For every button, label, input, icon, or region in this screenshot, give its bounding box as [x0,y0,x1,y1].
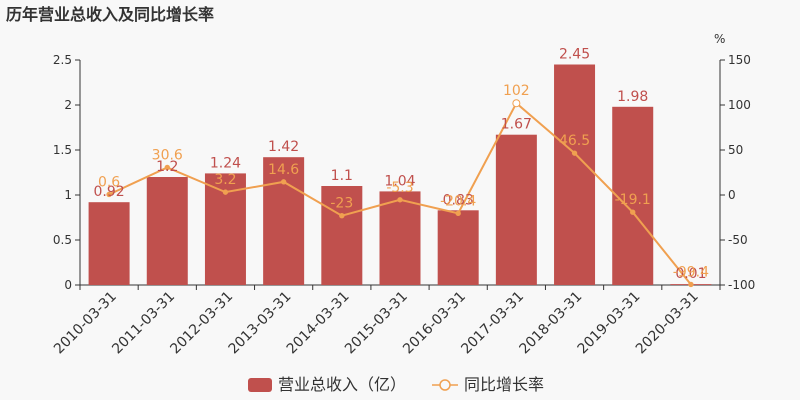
revenue-data-label: 1.98 [617,89,648,105]
growth-rate-data-label: -5.3 [386,180,413,196]
revenue-data-label: 1.2 [156,159,178,175]
growth-rate-data-label: -99.4 [673,264,709,280]
revenue-bar [437,210,479,285]
growth-rate-point [106,191,112,198]
right-axis-unit: % [714,32,725,46]
right-axis-tick-label: -100 [728,278,755,292]
revenue-bar [146,177,188,285]
x-axis-tick-label: 2020-03-31 [633,289,702,358]
growth-rate-point [571,150,578,156]
revenue-bar [379,191,421,285]
revenue-data-label: 1.1 [331,168,353,184]
growth-rate-point [455,210,461,217]
left-axis-tick-label: 1.5 [53,143,72,157]
revenue-data-label: 0.01 [675,266,706,282]
revenue-bar [612,106,654,285]
revenue-bar [263,157,305,285]
revenue-data-label: 0.92 [94,184,125,200]
left-axis-tick-label: 2.5 [53,53,72,67]
revenue-bar [554,64,596,285]
growth-rate-point [688,281,694,288]
growth-rate-data-label: 14.6 [268,162,299,178]
left-axis-tick-label: 0 [64,278,72,292]
revenue-bar [321,186,363,285]
growth-rate-point [630,209,636,215]
right-axis-tick-label: 50 [728,143,743,157]
right-axis-tick-label: -50 [728,233,748,247]
left-axis-tick-label: 2 [64,98,72,112]
growth-rate-point [164,164,170,171]
growth-rate-data-label: 3.2 [214,172,236,188]
left-axis-tick-label: 0.5 [53,233,72,247]
revenue-data-label: 0.83 [443,192,474,208]
legend-line-marker [439,379,451,391]
revenue-bar [495,134,537,285]
legend: 营业总收入（亿） 同比增长率 [248,375,544,394]
growth-rate-data-label: -19.1 [615,192,651,208]
right-axis-tick-label: 100 [728,98,751,112]
revenue-bar [88,202,130,285]
revenue-data-label: 1.04 [384,173,415,189]
revenue-data-label: 2.45 [559,47,590,63]
growth-rate-point [397,197,403,203]
revenue-data-label: 1.67 [501,117,532,133]
growth-rate-point [222,189,229,195]
legend-line-label: 同比增长率 [464,375,544,394]
chart-title: 历年营业总收入及同比增长率 [6,5,214,24]
legend-bar-label: 营业总收入（亿） [278,375,406,394]
right-axis-tick-label: 0 [728,188,736,202]
right-axis-tick-label: 150 [728,53,751,67]
growth-rate-point [512,99,521,108]
growth-rate-data-label: 0.6 [98,174,120,190]
growth-rate-data-label: -23 [330,196,353,212]
plot-area: 00.511.522.5-100-500501001502010-03-3120… [51,47,755,358]
left-axis-tick-label: 1 [64,188,72,202]
revenue-data-label: 1.42 [268,139,299,155]
legend-bar-swatch [248,378,272,392]
growth-rate-data-label: -20.4 [440,193,476,209]
growth-rate-point [280,179,287,185]
growth-rate-data-label: 102 [503,83,530,99]
revenue-data-label: 1.24 [210,155,241,171]
growth-rate-data-label: 46.5 [559,133,590,149]
growth-rate-point [339,213,345,219]
growth-rate-data-label: 30.6 [152,147,183,163]
